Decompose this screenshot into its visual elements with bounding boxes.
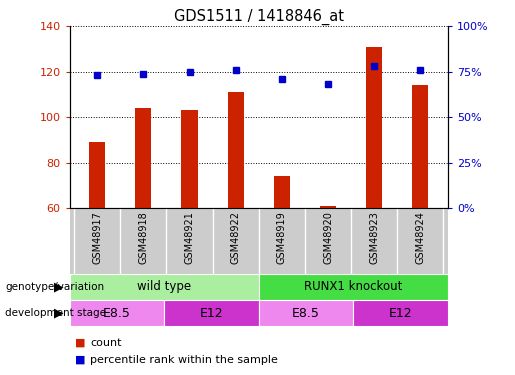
Bar <box>413 86 428 208</box>
Text: E8.5: E8.5 <box>292 307 320 320</box>
Text: ▶: ▶ <box>55 307 64 320</box>
Bar <box>164 300 259 326</box>
Bar <box>135 108 151 208</box>
Text: count: count <box>90 338 122 348</box>
Text: genotype/variation: genotype/variation <box>5 282 104 292</box>
Text: GSM48919: GSM48919 <box>277 211 287 264</box>
Text: GSM48917: GSM48917 <box>92 211 102 264</box>
Text: GSM48922: GSM48922 <box>231 211 241 264</box>
Text: ■: ■ <box>75 355 85 365</box>
Bar <box>89 142 105 208</box>
Text: E12: E12 <box>200 307 224 320</box>
Bar <box>259 274 448 300</box>
Title: GDS1511 / 1418846_at: GDS1511 / 1418846_at <box>174 9 344 25</box>
Bar <box>366 47 382 208</box>
Bar <box>228 92 244 208</box>
Bar <box>259 300 353 326</box>
Bar <box>70 274 259 300</box>
Text: GSM48924: GSM48924 <box>416 211 425 264</box>
Text: wild type: wild type <box>137 280 191 293</box>
Text: GSM48921: GSM48921 <box>184 211 195 264</box>
Text: ▶: ▶ <box>55 280 64 293</box>
Bar <box>274 176 290 208</box>
Bar <box>70 300 164 326</box>
Text: ■: ■ <box>75 338 85 348</box>
Text: GSM48920: GSM48920 <box>323 211 333 264</box>
Text: RUNX1 knockout: RUNX1 knockout <box>304 280 403 293</box>
Text: E12: E12 <box>389 307 413 320</box>
Bar <box>353 300 448 326</box>
Text: E8.5: E8.5 <box>103 307 131 320</box>
Bar <box>320 206 336 208</box>
Text: GSM48918: GSM48918 <box>139 211 148 264</box>
Text: GSM48923: GSM48923 <box>369 211 379 264</box>
Bar <box>181 110 198 208</box>
Text: development stage: development stage <box>5 308 106 318</box>
Text: percentile rank within the sample: percentile rank within the sample <box>90 355 278 365</box>
